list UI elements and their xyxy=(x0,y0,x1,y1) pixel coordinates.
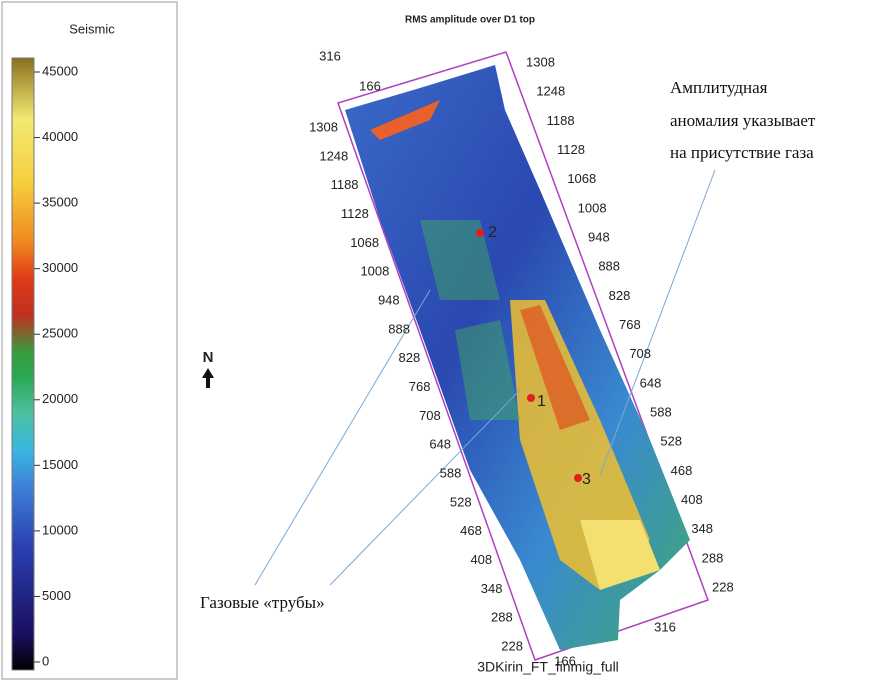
grid-label: 1308 xyxy=(526,54,555,69)
well-label: 2 xyxy=(488,224,497,241)
grid-label: 166 xyxy=(554,653,576,668)
grid-label: 948 xyxy=(378,292,400,307)
annotation: Амплитудная xyxy=(670,78,768,97)
grid-label: 1068 xyxy=(567,171,596,186)
well xyxy=(574,474,582,482)
colorbar xyxy=(12,58,34,670)
colorbar-tick-label: 25000 xyxy=(42,326,78,341)
grid-label: 408 xyxy=(681,492,703,507)
grid-label: 528 xyxy=(450,494,472,509)
grid-label: 166 xyxy=(359,78,381,93)
figure-canvas: Seismic 1 2 3 RMS amplitude over D1 top … xyxy=(0,0,878,681)
grid-label: 888 xyxy=(388,321,410,336)
colorbar-tick-label: 30000 xyxy=(42,260,78,275)
grid-label: 948 xyxy=(588,229,610,244)
grid-label: 1308 xyxy=(309,119,338,134)
map-title: RMS amplitude over D1 top xyxy=(405,15,535,26)
grid-label: 828 xyxy=(399,350,421,365)
colorbar-tick-label: 20000 xyxy=(42,391,78,406)
grid-label: 648 xyxy=(429,437,451,452)
grid-label: 228 xyxy=(712,579,734,594)
grid-label: 228 xyxy=(501,638,523,653)
grid-label: 708 xyxy=(629,346,651,361)
north-arrow xyxy=(202,368,214,388)
grid-label: 648 xyxy=(640,375,662,390)
grid-label: 588 xyxy=(650,404,672,419)
grid-label: 828 xyxy=(609,288,631,303)
grid-label: 316 xyxy=(654,619,676,634)
grid-label: 316 xyxy=(319,48,341,63)
grid-label: 288 xyxy=(702,550,724,565)
colorbar-tick-label: 0 xyxy=(42,653,49,668)
well xyxy=(527,394,535,402)
grid-label: 528 xyxy=(660,434,682,449)
grid-label: 348 xyxy=(691,521,713,536)
grid-label: 1128 xyxy=(341,206,369,221)
grid-label: 1008 xyxy=(360,264,389,279)
footer: 3DKirin_FT_finmig_full xyxy=(477,659,619,675)
annotation: аномалия указывает xyxy=(670,111,816,130)
colorbar-title: Seismic xyxy=(69,21,115,36)
grid-label: 348 xyxy=(481,581,503,596)
leader-line xyxy=(600,170,715,475)
grid-label: 468 xyxy=(671,463,693,478)
grid-label: 768 xyxy=(409,379,431,394)
well-label: 3 xyxy=(582,471,591,488)
well xyxy=(476,229,484,237)
annotation: Газовые «трубы» xyxy=(200,593,325,612)
colorbar-tick-label: 45000 xyxy=(42,63,78,78)
grid-label: 1128 xyxy=(557,142,585,157)
grid-label: 1188 xyxy=(331,177,359,192)
figure: Seismic 1 2 3 RMS amplitude over D1 top … xyxy=(0,0,878,681)
colorbar-tick-label: 5000 xyxy=(42,588,71,603)
grid-label: 288 xyxy=(491,610,513,625)
north-label: N xyxy=(203,349,214,366)
grid-label: 588 xyxy=(440,465,462,480)
grid-label: 1248 xyxy=(536,84,565,99)
grid-label: 1008 xyxy=(578,200,607,215)
grid-label: 408 xyxy=(470,552,492,567)
annotation: на присутствие газа xyxy=(670,143,814,162)
grid-label: 1068 xyxy=(350,235,379,250)
well-label: 1 xyxy=(537,393,546,410)
grid-label: 888 xyxy=(598,259,620,274)
colorbar-tick-label: 10000 xyxy=(42,522,78,537)
colorbar-tick-label: 15000 xyxy=(42,457,78,472)
grid-label: 708 xyxy=(419,408,441,423)
colorbar-tick-label: 35000 xyxy=(42,195,78,210)
grid-label: 1188 xyxy=(547,113,575,128)
grid-label: 1248 xyxy=(319,148,348,163)
colorbar-tick-label: 40000 xyxy=(42,129,78,144)
grid-label: 768 xyxy=(619,317,641,332)
grid-label: 468 xyxy=(460,523,482,538)
